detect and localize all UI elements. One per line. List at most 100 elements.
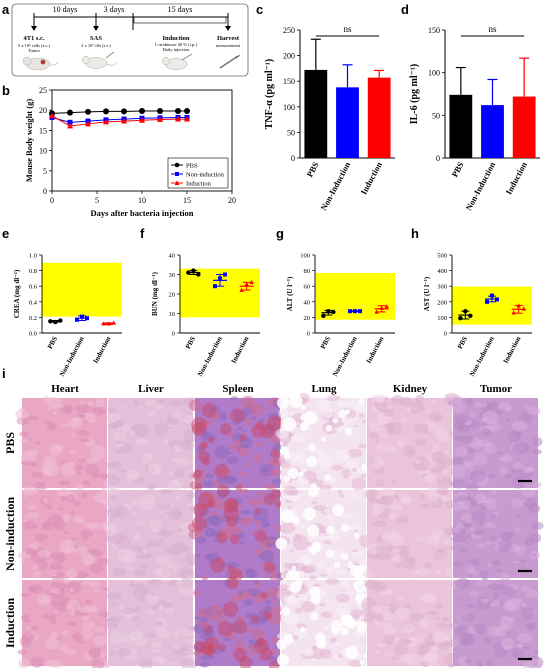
- category-label: Induction: [502, 335, 523, 365]
- tissue-texture: [38, 560, 48, 570]
- tissue-texture: [45, 504, 53, 510]
- tissue-texture: [20, 460, 30, 466]
- tissue-texture: [67, 418, 83, 429]
- tissue-texture: [326, 395, 341, 401]
- tissue-texture: [507, 430, 521, 442]
- tissue-texture: [492, 559, 502, 567]
- tissue-texture: [175, 511, 183, 517]
- tissue-texture: [443, 538, 450, 545]
- tissue-texture: [376, 441, 387, 452]
- tissue-texture: [146, 410, 157, 417]
- tissue-texture: [454, 414, 470, 424]
- x-tick-label: 5: [95, 196, 99, 205]
- tissue-texture: [410, 578, 417, 582]
- tissue-texture: [242, 429, 247, 433]
- tissue-texture: [432, 630, 449, 644]
- tissue-texture: [49, 587, 61, 594]
- tissue-texture: [20, 559, 26, 564]
- tissue-texture: [199, 661, 210, 668]
- red-pulp: [191, 417, 208, 433]
- data-point: [223, 272, 227, 277]
- tissue-texture: [377, 590, 386, 596]
- category-label: Non-Induction: [468, 335, 496, 378]
- tissue-texture: [176, 527, 183, 532]
- tissue-texture: [132, 498, 143, 506]
- alveolar-space: [353, 567, 367, 580]
- tissue-texture: [441, 469, 449, 474]
- tissue-texture: [342, 475, 350, 480]
- tissue-texture: [464, 658, 472, 664]
- body-weight-chart: 0 5 10 15 20 25 0 5 10 15 20 Days after bacteria in…: [24, 86, 236, 218]
- tissue-texture: [301, 555, 313, 564]
- tissue-texture: [302, 649, 315, 657]
- x-tick-label: 20: [228, 196, 236, 205]
- tissue-texture: [204, 554, 214, 560]
- tissue-texture: [374, 546, 386, 552]
- tissue-texture: [106, 526, 118, 537]
- tissue-texture: [23, 494, 28, 498]
- tissue-texture: [460, 632, 475, 646]
- tissue-texture: [527, 406, 541, 416]
- tissue-texture: [405, 639, 414, 644]
- tissue-texture: [31, 471, 44, 478]
- tissue-texture: [299, 524, 306, 529]
- tissue-texture: [384, 652, 393, 657]
- tissue-texture: [204, 473, 215, 479]
- tissue-texture: [227, 452, 233, 455]
- tissue-texture: [337, 400, 349, 408]
- red-pulp: [260, 591, 268, 599]
- step-sub-induction-1: L-arabinose 40 % (i.p.): [155, 42, 197, 47]
- normal-range-band: [42, 262, 122, 317]
- timeline-arrow-3: [225, 26, 231, 31]
- tissue-texture: [494, 568, 504, 573]
- tissue-texture: [152, 649, 162, 653]
- tissue-texture: [131, 616, 140, 622]
- tissue-texture: [314, 532, 331, 540]
- tissue-texture: [31, 565, 38, 571]
- alveolar-space: [310, 594, 321, 605]
- histology-image-liver-pbs: [104, 397, 198, 492]
- tissue-texture: [350, 608, 363, 618]
- tissue-texture: [225, 523, 240, 533]
- tissue-texture: [18, 431, 30, 437]
- tissue-texture: [342, 513, 354, 520]
- y-tick-label: 20: [39, 106, 47, 115]
- bar-non-induction: [481, 105, 504, 158]
- tissue-texture: [73, 500, 81, 507]
- tissue-texture: [230, 396, 238, 400]
- tissue-texture: [493, 511, 499, 516]
- tissue-texture: [61, 423, 69, 427]
- tissue-texture: [41, 522, 51, 530]
- tissue-texture: [168, 661, 177, 666]
- tissue-texture: [110, 461, 123, 469]
- tissue-texture: [391, 548, 401, 553]
- alveolar-space: [325, 424, 333, 432]
- red-pulp: [233, 648, 247, 662]
- tissue-texture: [525, 466, 535, 471]
- tissue-texture: [102, 587, 109, 592]
- tissue-texture: [155, 585, 160, 588]
- bar-pbs: [304, 69, 328, 158]
- y-axis-label: IL-6 (pg ml⁻¹): [409, 64, 420, 125]
- panel-label-g: g: [276, 226, 284, 241]
- alveolar-space: [331, 627, 340, 635]
- daily-injection-bar: [133, 16, 227, 24]
- tissue-texture: [152, 621, 164, 627]
- tissue-texture: [530, 521, 544, 531]
- tissue-texture: [58, 507, 64, 511]
- timeline-duration-1: 10 days: [53, 5, 78, 14]
- tissue-texture: [226, 456, 239, 465]
- tissue-texture: [271, 606, 284, 612]
- tissue-texture: [75, 404, 91, 414]
- red-pulp: [254, 638, 269, 654]
- category-label: Non-Induction: [58, 335, 86, 378]
- tissue-texture: [371, 457, 385, 470]
- panel-label-i: i: [2, 366, 6, 381]
- alveolar-space: [283, 475, 291, 483]
- tissue-texture: [117, 468, 128, 473]
- tissue-texture: [459, 612, 476, 622]
- alveolar-space: [341, 553, 349, 561]
- tissue-texture: [151, 605, 160, 612]
- tissue-texture: [419, 490, 426, 494]
- tissue-texture: [90, 407, 98, 412]
